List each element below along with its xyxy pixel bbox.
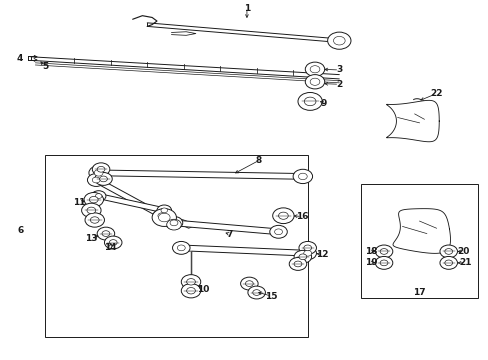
Circle shape [87, 207, 96, 213]
Circle shape [186, 288, 195, 294]
Text: 3: 3 [336, 66, 342, 75]
Circle shape [157, 205, 171, 216]
Text: 14: 14 [104, 243, 117, 252]
Polygon shape [99, 170, 303, 179]
Circle shape [109, 240, 117, 246]
Text: 8: 8 [255, 156, 262, 165]
Circle shape [90, 217, 99, 223]
Circle shape [177, 245, 185, 251]
Circle shape [274, 229, 282, 235]
Polygon shape [98, 194, 165, 213]
Circle shape [95, 194, 102, 198]
Circle shape [81, 203, 101, 217]
Circle shape [439, 256, 457, 269]
Circle shape [444, 260, 452, 266]
Circle shape [166, 219, 181, 230]
Text: 1: 1 [244, 4, 249, 13]
Text: 13: 13 [85, 234, 98, 243]
Circle shape [297, 93, 322, 111]
Text: 22: 22 [429, 89, 442, 98]
Text: 2: 2 [336, 80, 342, 89]
Circle shape [298, 242, 316, 254]
Text: 6: 6 [18, 225, 24, 234]
Circle shape [94, 170, 103, 176]
Circle shape [153, 209, 170, 222]
Circle shape [269, 225, 287, 238]
Text: 7: 7 [226, 230, 233, 239]
Circle shape [303, 245, 311, 251]
Circle shape [104, 236, 122, 249]
Text: 18: 18 [364, 247, 376, 256]
Circle shape [91, 191, 106, 202]
Polygon shape [173, 220, 279, 235]
Circle shape [374, 256, 392, 269]
Text: 11: 11 [73, 198, 85, 207]
Circle shape [89, 197, 98, 203]
Circle shape [152, 208, 176, 226]
Circle shape [298, 247, 316, 260]
Text: 20: 20 [456, 247, 468, 256]
Circle shape [252, 290, 260, 296]
Circle shape [292, 169, 312, 184]
Polygon shape [163, 215, 193, 228]
Text: 4: 4 [17, 54, 23, 63]
Circle shape [327, 32, 350, 49]
Text: 16: 16 [295, 212, 307, 221]
Circle shape [100, 176, 107, 182]
Circle shape [444, 249, 452, 254]
Text: 5: 5 [42, 62, 48, 71]
Circle shape [181, 284, 201, 298]
Bar [361, 184, 477, 298]
Circle shape [186, 279, 195, 285]
Circle shape [272, 208, 293, 224]
Circle shape [240, 277, 258, 290]
Circle shape [379, 260, 387, 266]
Text: 19: 19 [364, 258, 376, 267]
Circle shape [309, 78, 319, 85]
Circle shape [89, 166, 108, 180]
Circle shape [87, 174, 105, 186]
Circle shape [305, 62, 324, 76]
Circle shape [84, 193, 103, 207]
Circle shape [85, 213, 104, 227]
Circle shape [379, 249, 387, 254]
Polygon shape [94, 178, 163, 218]
Circle shape [161, 208, 167, 213]
Text: 17: 17 [412, 288, 425, 297]
Circle shape [293, 250, 311, 263]
Circle shape [305, 75, 324, 89]
Circle shape [158, 213, 170, 222]
Text: 10: 10 [197, 285, 209, 294]
Text: 12: 12 [315, 250, 328, 259]
Circle shape [172, 242, 190, 254]
Circle shape [333, 36, 345, 45]
Circle shape [102, 231, 110, 237]
Circle shape [95, 172, 112, 185]
Polygon shape [181, 245, 307, 256]
Circle shape [293, 261, 301, 267]
Bar [45, 155, 307, 337]
Circle shape [92, 163, 110, 176]
Circle shape [303, 250, 311, 256]
Circle shape [245, 281, 253, 287]
Circle shape [439, 245, 457, 258]
Circle shape [158, 213, 165, 219]
Circle shape [181, 275, 201, 289]
Circle shape [374, 245, 392, 258]
Text: 9: 9 [320, 99, 326, 108]
Text: 15: 15 [264, 292, 277, 301]
Circle shape [278, 212, 287, 219]
Circle shape [309, 66, 319, 73]
Circle shape [298, 254, 306, 260]
Circle shape [170, 220, 178, 226]
Circle shape [92, 177, 100, 183]
Circle shape [288, 257, 306, 270]
Circle shape [97, 166, 105, 172]
Circle shape [304, 97, 315, 106]
Circle shape [247, 286, 265, 299]
Text: 21: 21 [459, 258, 471, 267]
Circle shape [298, 173, 306, 180]
Circle shape [165, 216, 183, 229]
Circle shape [97, 227, 115, 240]
